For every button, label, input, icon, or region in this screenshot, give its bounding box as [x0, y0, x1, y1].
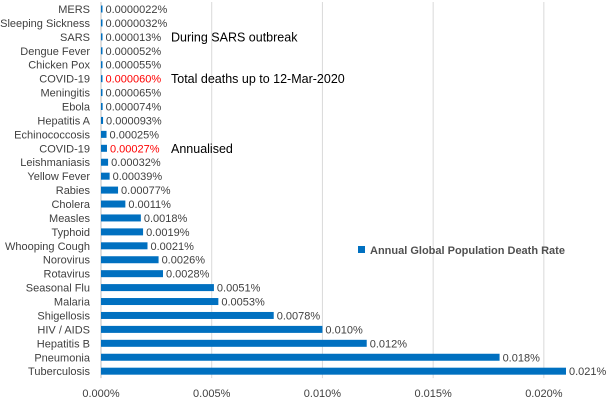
category-label: Leishmaniasis	[20, 157, 90, 169]
value-label: 0.0000022%	[106, 4, 168, 16]
category-label: Chicken Pox	[28, 60, 90, 72]
category-label: Pneumonia	[34, 352, 91, 364]
value-label: 0.010%	[325, 324, 363, 336]
bar	[101, 47, 103, 55]
value-label: 0.012%	[370, 338, 408, 350]
bar	[101, 75, 103, 83]
bar	[101, 298, 219, 306]
category-label: Yellow Fever	[27, 171, 90, 183]
bar	[101, 200, 126, 208]
x-tick-label: 0.015%	[414, 388, 452, 400]
legend-swatch	[358, 246, 365, 253]
bar	[101, 5, 103, 13]
bar	[101, 339, 367, 347]
x-tick-label: 0.010%	[304, 388, 342, 400]
bar	[101, 130, 107, 138]
bar	[101, 325, 323, 333]
category-label: Rabies	[56, 185, 91, 197]
category-label: Shigellosis	[37, 310, 90, 322]
bar	[101, 242, 148, 250]
category-label: HIV / AIDS	[37, 324, 90, 336]
value-label: 0.0051%	[217, 283, 261, 295]
value-label: 0.00039%	[113, 171, 163, 183]
value-label: 0.00032%	[111, 157, 161, 169]
bar	[101, 284, 214, 292]
annotations: During SARS outbreak Total deaths up to 1…	[171, 30, 345, 155]
category-label: SARS	[60, 32, 90, 44]
value-label: 0.000060%	[106, 74, 162, 86]
legend-label: Annual Global Population Death Rate	[370, 245, 565, 257]
value-label: 0.021%	[569, 366, 607, 378]
x-tick-label: 0.020%	[525, 388, 563, 400]
annotation: Annualised	[171, 142, 233, 156]
x-tick-label: 0.000%	[82, 388, 120, 400]
legend: Annual Global Population Death Rate	[358, 245, 565, 257]
category-label: Hepatitis B	[37, 338, 90, 350]
category-label: Rotavirus	[44, 269, 91, 281]
bar	[101, 270, 163, 278]
category-label: Norovirus	[43, 255, 91, 267]
category-label: Hepatitis A	[37, 115, 90, 127]
bar	[101, 228, 144, 236]
bar	[101, 144, 107, 152]
value-label: 0.000013%	[106, 32, 162, 44]
category-label: MERS	[58, 4, 90, 16]
value-label: 0.00027%	[110, 143, 160, 155]
value-label: 0.00077%	[121, 185, 171, 197]
bar	[101, 214, 141, 222]
category-label: COVID-19	[39, 74, 90, 86]
value-label: 0.018%	[503, 352, 541, 364]
bar	[101, 61, 103, 69]
value-label: 0.0053%	[221, 297, 265, 309]
bar	[101, 186, 119, 194]
value-label: 0.0078%	[277, 310, 321, 322]
annotation: Total deaths up to 12-Mar-2020	[171, 72, 345, 86]
value-label: 0.0018%	[144, 213, 188, 225]
category-label: Malaria	[54, 297, 91, 309]
category-label: Dengue Fever	[20, 46, 90, 58]
value-label: 0.00025%	[110, 129, 160, 141]
category-label: Typhoid	[51, 227, 90, 239]
bar	[101, 367, 566, 375]
bar	[101, 33, 103, 41]
value-label: 0.0011%	[128, 199, 171, 211]
value-label: 0.0028%	[166, 269, 210, 281]
category-label: Measles	[49, 213, 90, 225]
value-label: 0.000052%	[106, 46, 162, 58]
bar	[101, 158, 109, 166]
bars	[101, 5, 566, 375]
value-label: 0.0026%	[162, 255, 206, 267]
category-labels: MERS Sleeping Sickness SARS Dengue Fever Chi…	[0, 4, 91, 378]
category-label: Echinococcosis	[14, 129, 90, 141]
category-label: Whooping Cough	[5, 241, 90, 253]
bar	[101, 116, 104, 124]
category-label: Cholera	[51, 199, 90, 211]
bar	[101, 19, 103, 27]
value-label: 0.000093%	[106, 115, 162, 127]
value-label: 0.000074%	[106, 102, 162, 114]
category-label: COVID-19	[39, 143, 90, 155]
bar	[101, 311, 274, 319]
value-labels: 0.0000022% 0.0000032% 0.000013% 0.000052% 0.…	[106, 4, 607, 378]
bar	[101, 103, 103, 111]
value-label: 0.000065%	[106, 88, 162, 100]
category-label: Meningitis	[40, 88, 90, 100]
bar	[101, 353, 500, 361]
category-label: Seasonal Flu	[26, 283, 90, 295]
value-label: 0.0021%	[151, 241, 195, 253]
value-label: 0.000055%	[106, 60, 162, 72]
bar	[101, 256, 159, 264]
x-tick-label: 0.005%	[193, 388, 231, 400]
annotation: During SARS outbreak	[171, 30, 298, 44]
value-label: 0.0000032%	[106, 18, 168, 30]
category-label: Sleeping Sickness	[0, 18, 90, 30]
category-label: Ebola	[62, 102, 91, 114]
bar	[101, 172, 110, 180]
bar	[101, 89, 103, 97]
value-label: 0.0019%	[146, 227, 190, 239]
category-label: Tuberculosis	[28, 366, 90, 378]
x-tick-labels: 0.000% 0.005% 0.010% 0.015% 0.020%	[82, 388, 562, 400]
